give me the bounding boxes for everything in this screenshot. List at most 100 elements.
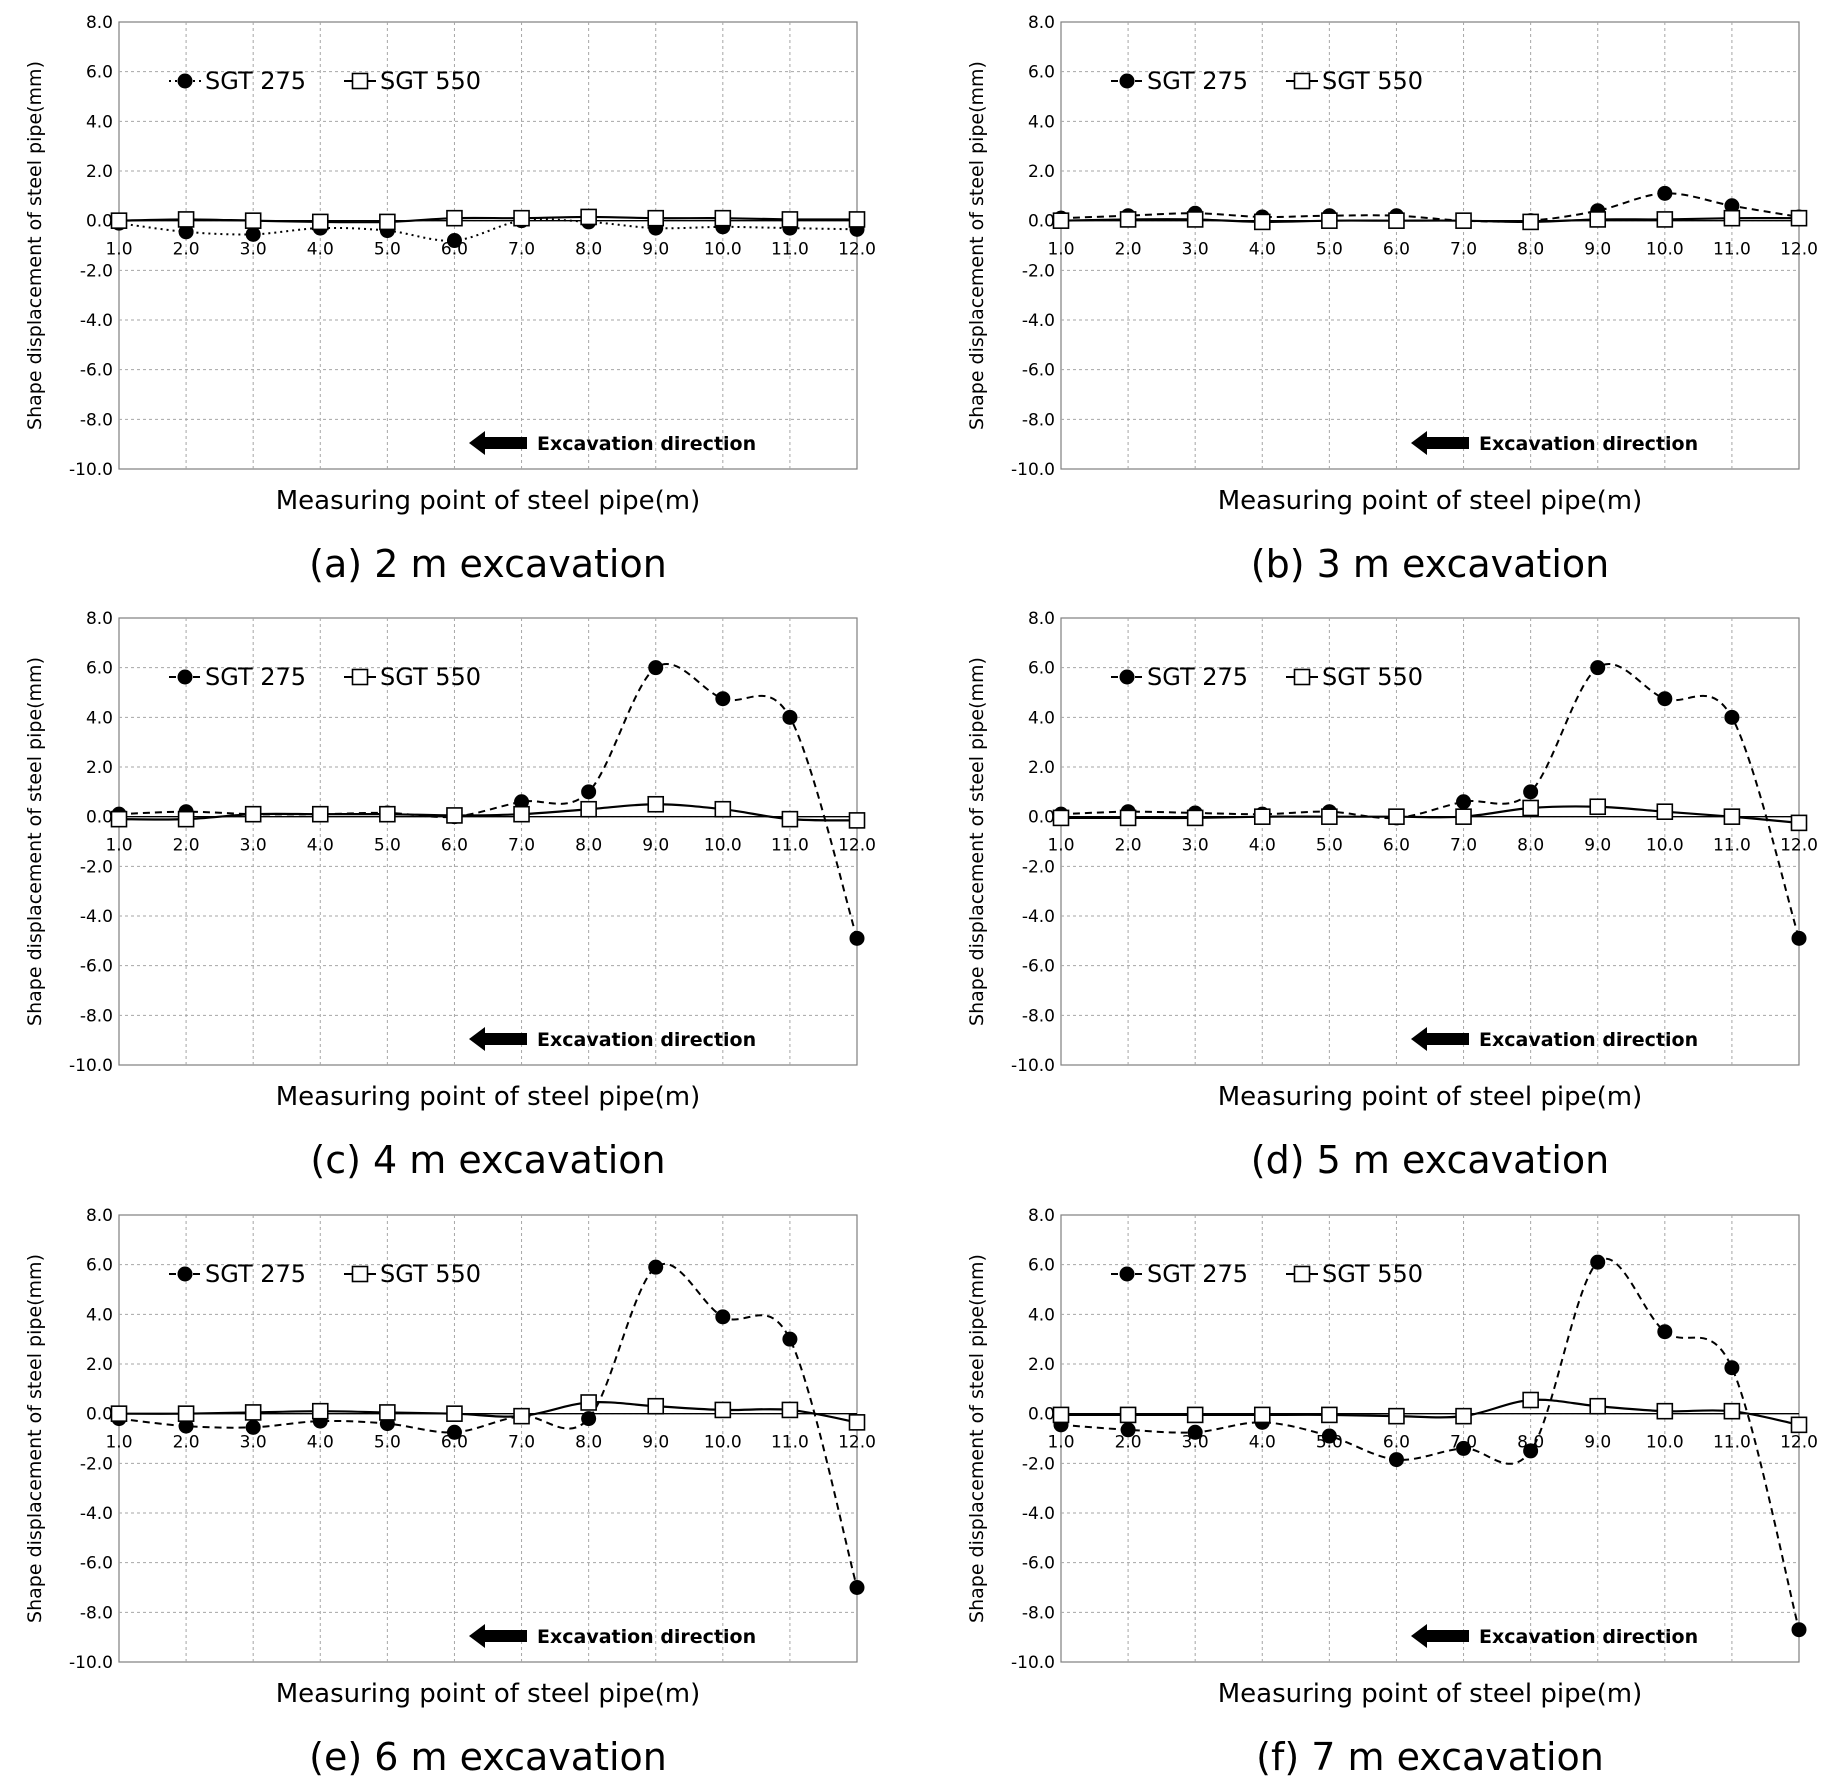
x-tick-label: 3.0 (1182, 836, 1209, 856)
data-point-sgt550 (177, 1405, 195, 1422)
data-point-sgt550 (781, 211, 799, 228)
y-tick-label: 8.0 (1028, 13, 1055, 33)
y-tick-label: -8.0 (80, 1006, 113, 1026)
legend: SGT 275 SGT 550 (169, 663, 481, 691)
data-point-sgt550 (1589, 211, 1607, 228)
x-tick-label: 4.0 (307, 836, 334, 856)
data-point-sgt550 (580, 1394, 597, 1411)
x-tick-label: 1.0 (1047, 836, 1074, 856)
legend: SGT 275 SGT 550 (169, 67, 481, 95)
x-tick-label: 6.0 (441, 836, 468, 856)
x-tick-label: 4.0 (1249, 1433, 1276, 1453)
data-point-sgt550 (714, 209, 732, 227)
arrow-left-icon (1411, 431, 1469, 455)
legend-marker-sgt550 (351, 72, 369, 90)
y-tick-label: -8.0 (1022, 1603, 1055, 1623)
y-axis-label: Shape displacement of steel pipe(mm) (24, 1254, 46, 1623)
x-tick-label: 1.0 (105, 240, 132, 260)
panel-caption: (e) 6 m excavation (309, 1735, 667, 1779)
y-tick-label: -2.0 (80, 1454, 113, 1474)
data-point-sgt550 (244, 805, 262, 823)
data-point-sgt550 (1522, 799, 1539, 817)
x-tick-label: 1.0 (105, 836, 132, 856)
data-point-sgt550 (513, 1407, 530, 1425)
data-point-sgt550 (1455, 212, 1472, 229)
data-point-sgt550 (1522, 1391, 1539, 1409)
data-point-sgt275 (715, 1309, 731, 1325)
arrow-left-icon (1411, 1624, 1469, 1648)
data-point-sgt275 (1590, 660, 1606, 676)
data-point-sgt275 (1791, 930, 1807, 946)
x-tick-label: 2.0 (173, 836, 200, 856)
data-point-sgt275 (581, 784, 597, 800)
y-tick-label: 4.0 (86, 1305, 113, 1325)
excavation-direction-annotation: Excavation direction (469, 1624, 756, 1648)
excavation-direction-annotation: Excavation direction (1411, 431, 1698, 455)
y-tick-label: 2.0 (1028, 162, 1055, 182)
x-tick-label: 7.0 (508, 836, 535, 856)
data-point-sgt550 (1052, 212, 1070, 229)
x-tick-label: 3.0 (240, 1433, 267, 1453)
x-tick-label: 4.0 (1249, 240, 1276, 260)
y-tick-label: -6.0 (80, 361, 113, 381)
data-point-sgt550 (1388, 808, 1405, 825)
x-tick-label: 1.0 (1047, 240, 1074, 260)
data-point-sgt550 (580, 208, 597, 226)
data-point-sgt550 (1790, 209, 1808, 227)
x-tick-label: 3.0 (240, 836, 267, 856)
legend-marker-sgt275 (177, 1266, 193, 1282)
data-point-sgt275 (245, 226, 261, 242)
x-tick-label: 4.0 (307, 1433, 334, 1453)
data-point-sgt550 (1119, 1406, 1137, 1424)
legend-label-sgt550: SGT 550 (1322, 67, 1423, 95)
data-point-sgt275 (1657, 185, 1673, 201)
data-point-sgt550 (110, 1405, 128, 1422)
y-tick-label: 8.0 (1028, 609, 1055, 629)
data-point-sgt550 (379, 213, 396, 231)
data-point-sgt550 (1455, 1407, 1472, 1425)
x-tick-label: 8.0 (1517, 1433, 1544, 1453)
data-point-sgt550 (580, 800, 597, 818)
x-tick-label: 8.0 (575, 836, 602, 856)
x-tick-label: 9.0 (1584, 836, 1611, 856)
x-tick-label: 2.0 (1115, 240, 1142, 260)
legend-label-sgt550: SGT 550 (380, 663, 481, 691)
x-tick-label: 3.0 (240, 240, 267, 260)
legend-label-sgt550: SGT 550 (1322, 663, 1423, 691)
data-point-sgt550 (1253, 808, 1271, 825)
data-point-sgt550 (379, 1404, 396, 1421)
y-axis-label: Shape displacement of steel pipe(mm) (24, 61, 46, 430)
data-point-sgt550 (1321, 808, 1338, 825)
x-tick-label: 3.0 (1182, 240, 1209, 260)
data-point-sgt275 (1590, 1254, 1606, 1270)
x-axis-label: Measuring point of steel pipe(m) (276, 1679, 701, 1709)
data-point-sgt275 (446, 233, 462, 249)
data-point-sgt275 (1321, 1428, 1337, 1444)
y-tick-label: -8.0 (1022, 410, 1055, 430)
x-tick-label: 5.0 (374, 836, 401, 856)
x-tick-label: 11.0 (771, 1433, 809, 1453)
x-tick-label: 3.0 (1182, 1433, 1209, 1453)
legend-marker-sgt550 (351, 1265, 369, 1283)
x-tick-label: 8.0 (1517, 836, 1544, 856)
legend-label-sgt275: SGT 275 (205, 1260, 306, 1288)
x-tick-label: 6.0 (1383, 1433, 1410, 1453)
x-tick-label: 6.0 (1383, 836, 1410, 856)
y-tick-label: 8.0 (86, 13, 113, 33)
x-axis-label: Measuring point of steel pipe(m) (276, 1082, 701, 1112)
panel-caption: (a) 2 m excavation (309, 542, 667, 586)
data-point-sgt550 (1723, 808, 1741, 825)
y-tick-label: 8.0 (86, 1206, 113, 1226)
y-tick-label: -2.0 (1022, 261, 1055, 281)
x-tick-label: 7.0 (1450, 836, 1477, 856)
data-point-sgt550 (110, 212, 128, 229)
y-tick-label: 0.0 (1028, 1405, 1055, 1425)
legend-marker-sgt550 (1293, 668, 1311, 686)
data-point-sgt550 (513, 805, 530, 823)
y-tick-label: 8.0 (1028, 1206, 1055, 1226)
plot-area (118, 617, 858, 1066)
excavation-direction-label: Excavation direction (1479, 1626, 1698, 1648)
y-tick-label: 4.0 (86, 708, 113, 728)
legend-marker-sgt550 (1293, 72, 1311, 90)
y-tick-label: -10.0 (1011, 1653, 1055, 1673)
